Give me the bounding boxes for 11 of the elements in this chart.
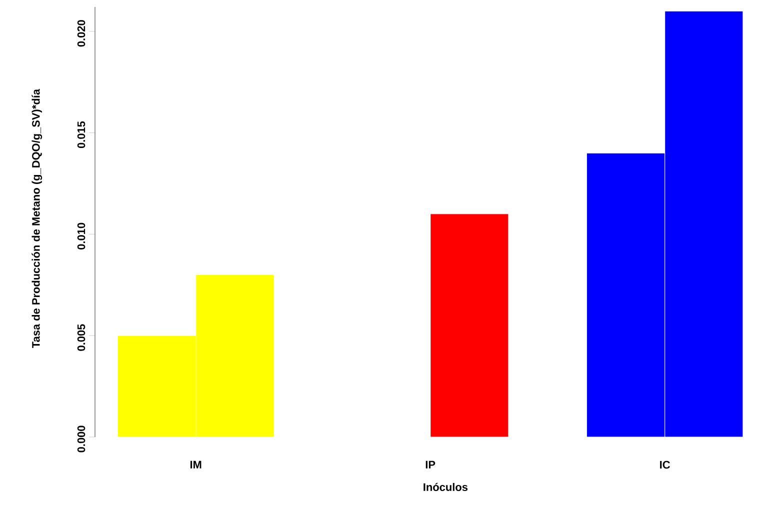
y-axis-title: Tasa de Producción de Metano (g_DQO/g_SV)*día <box>32 88 42 348</box>
y-tick-label: 0.000 <box>77 426 86 452</box>
x-tick-label: IP <box>426 460 436 468</box>
y-tick-label: 0.005 <box>77 324 86 351</box>
bar <box>430 214 509 438</box>
x-tick-label: IC <box>660 460 670 469</box>
y-tick-label: 0.020 <box>77 20 86 47</box>
x-tick-label: IM <box>190 460 202 468</box>
x-axis-title: Inóculos <box>424 482 468 491</box>
y-tick-label: 0.010 <box>77 222 86 250</box>
y-tick-label: 0.015 <box>77 121 86 148</box>
